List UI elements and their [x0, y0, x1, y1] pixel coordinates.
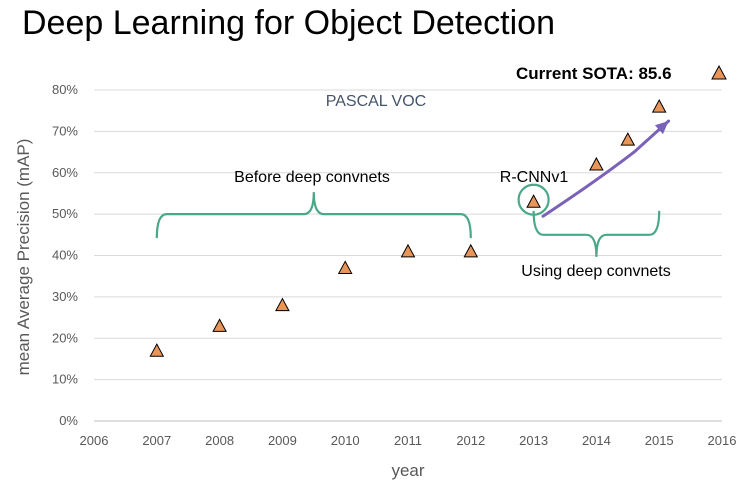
axis-layer: 0% 10% 20% 30% 40% 50% 60% 70% 80% 2006 2007 2008 20…	[52, 82, 736, 448]
y-tick-label: 50%	[52, 206, 78, 221]
x-tick-label: 2009	[268, 433, 297, 448]
data-point-triangle	[589, 156, 604, 171]
current-sota-label: Current SOTA: 85.6	[516, 64, 672, 83]
x-tick-label: 2011	[394, 433, 422, 448]
annotation-rcnn: R-CNNv1	[500, 169, 569, 186]
rcnn-highlight-circle	[517, 183, 550, 216]
data-point-triangle	[651, 98, 667, 113]
slide-title: Deep Learning for Object Detection	[22, 4, 555, 42]
annotation-using-deep-convnets: Using deep convnets	[521, 263, 670, 280]
annotation-before-deep-convnets: Before deep convnets	[234, 169, 390, 186]
data-point-triangle	[526, 194, 541, 208]
trend-arrow-head	[654, 121, 669, 135]
data-point-triangle	[400, 243, 416, 258]
y-axis-title: mean Average Precision (mAP)	[14, 139, 33, 376]
y-tick-label: 80%	[52, 82, 78, 97]
x-tick-label: 2006	[80, 433, 109, 448]
y-tick-label: 40%	[52, 248, 78, 263]
y-tick-label: 10%	[52, 372, 78, 387]
chart-title: PASCAL VOC	[326, 93, 426, 110]
data-point-triangle	[337, 260, 353, 274]
x-tick-label: 2016	[708, 433, 737, 448]
data-point-triangle	[212, 318, 227, 332]
y-tick-label: 0%	[59, 413, 78, 428]
x-tick-label: 2010	[331, 433, 360, 448]
x-tick-label: 2013	[519, 433, 548, 448]
sota-triangle-shape	[711, 64, 727, 80]
sota-triangle-icon	[711, 64, 727, 80]
point-layer	[149, 98, 667, 357]
y-tick-label: 20%	[52, 330, 78, 345]
data-point-triangle	[275, 297, 290, 312]
x-tick-label: 2014	[582, 433, 611, 448]
x-tick-label: 2012	[456, 433, 485, 448]
bracket-using-deep-convnets	[532, 210, 661, 257]
y-tick-label: 30%	[52, 289, 78, 304]
data-point-triangle	[463, 243, 479, 258]
data-point-triangle	[149, 343, 165, 357]
x-axis-title: year	[391, 461, 424, 480]
trend-arrow-line	[541, 119, 671, 218]
bracket-before-deep-convnets	[155, 192, 472, 239]
annotation-layer	[155, 119, 671, 257]
data-point-triangle	[620, 132, 636, 146]
x-tick-label: 2007	[142, 433, 171, 448]
x-tick-label: 2015	[645, 433, 674, 448]
x-tick-label: 2008	[205, 433, 234, 448]
y-tick-label: 70%	[52, 123, 78, 138]
y-tick-label: 60%	[52, 165, 78, 180]
